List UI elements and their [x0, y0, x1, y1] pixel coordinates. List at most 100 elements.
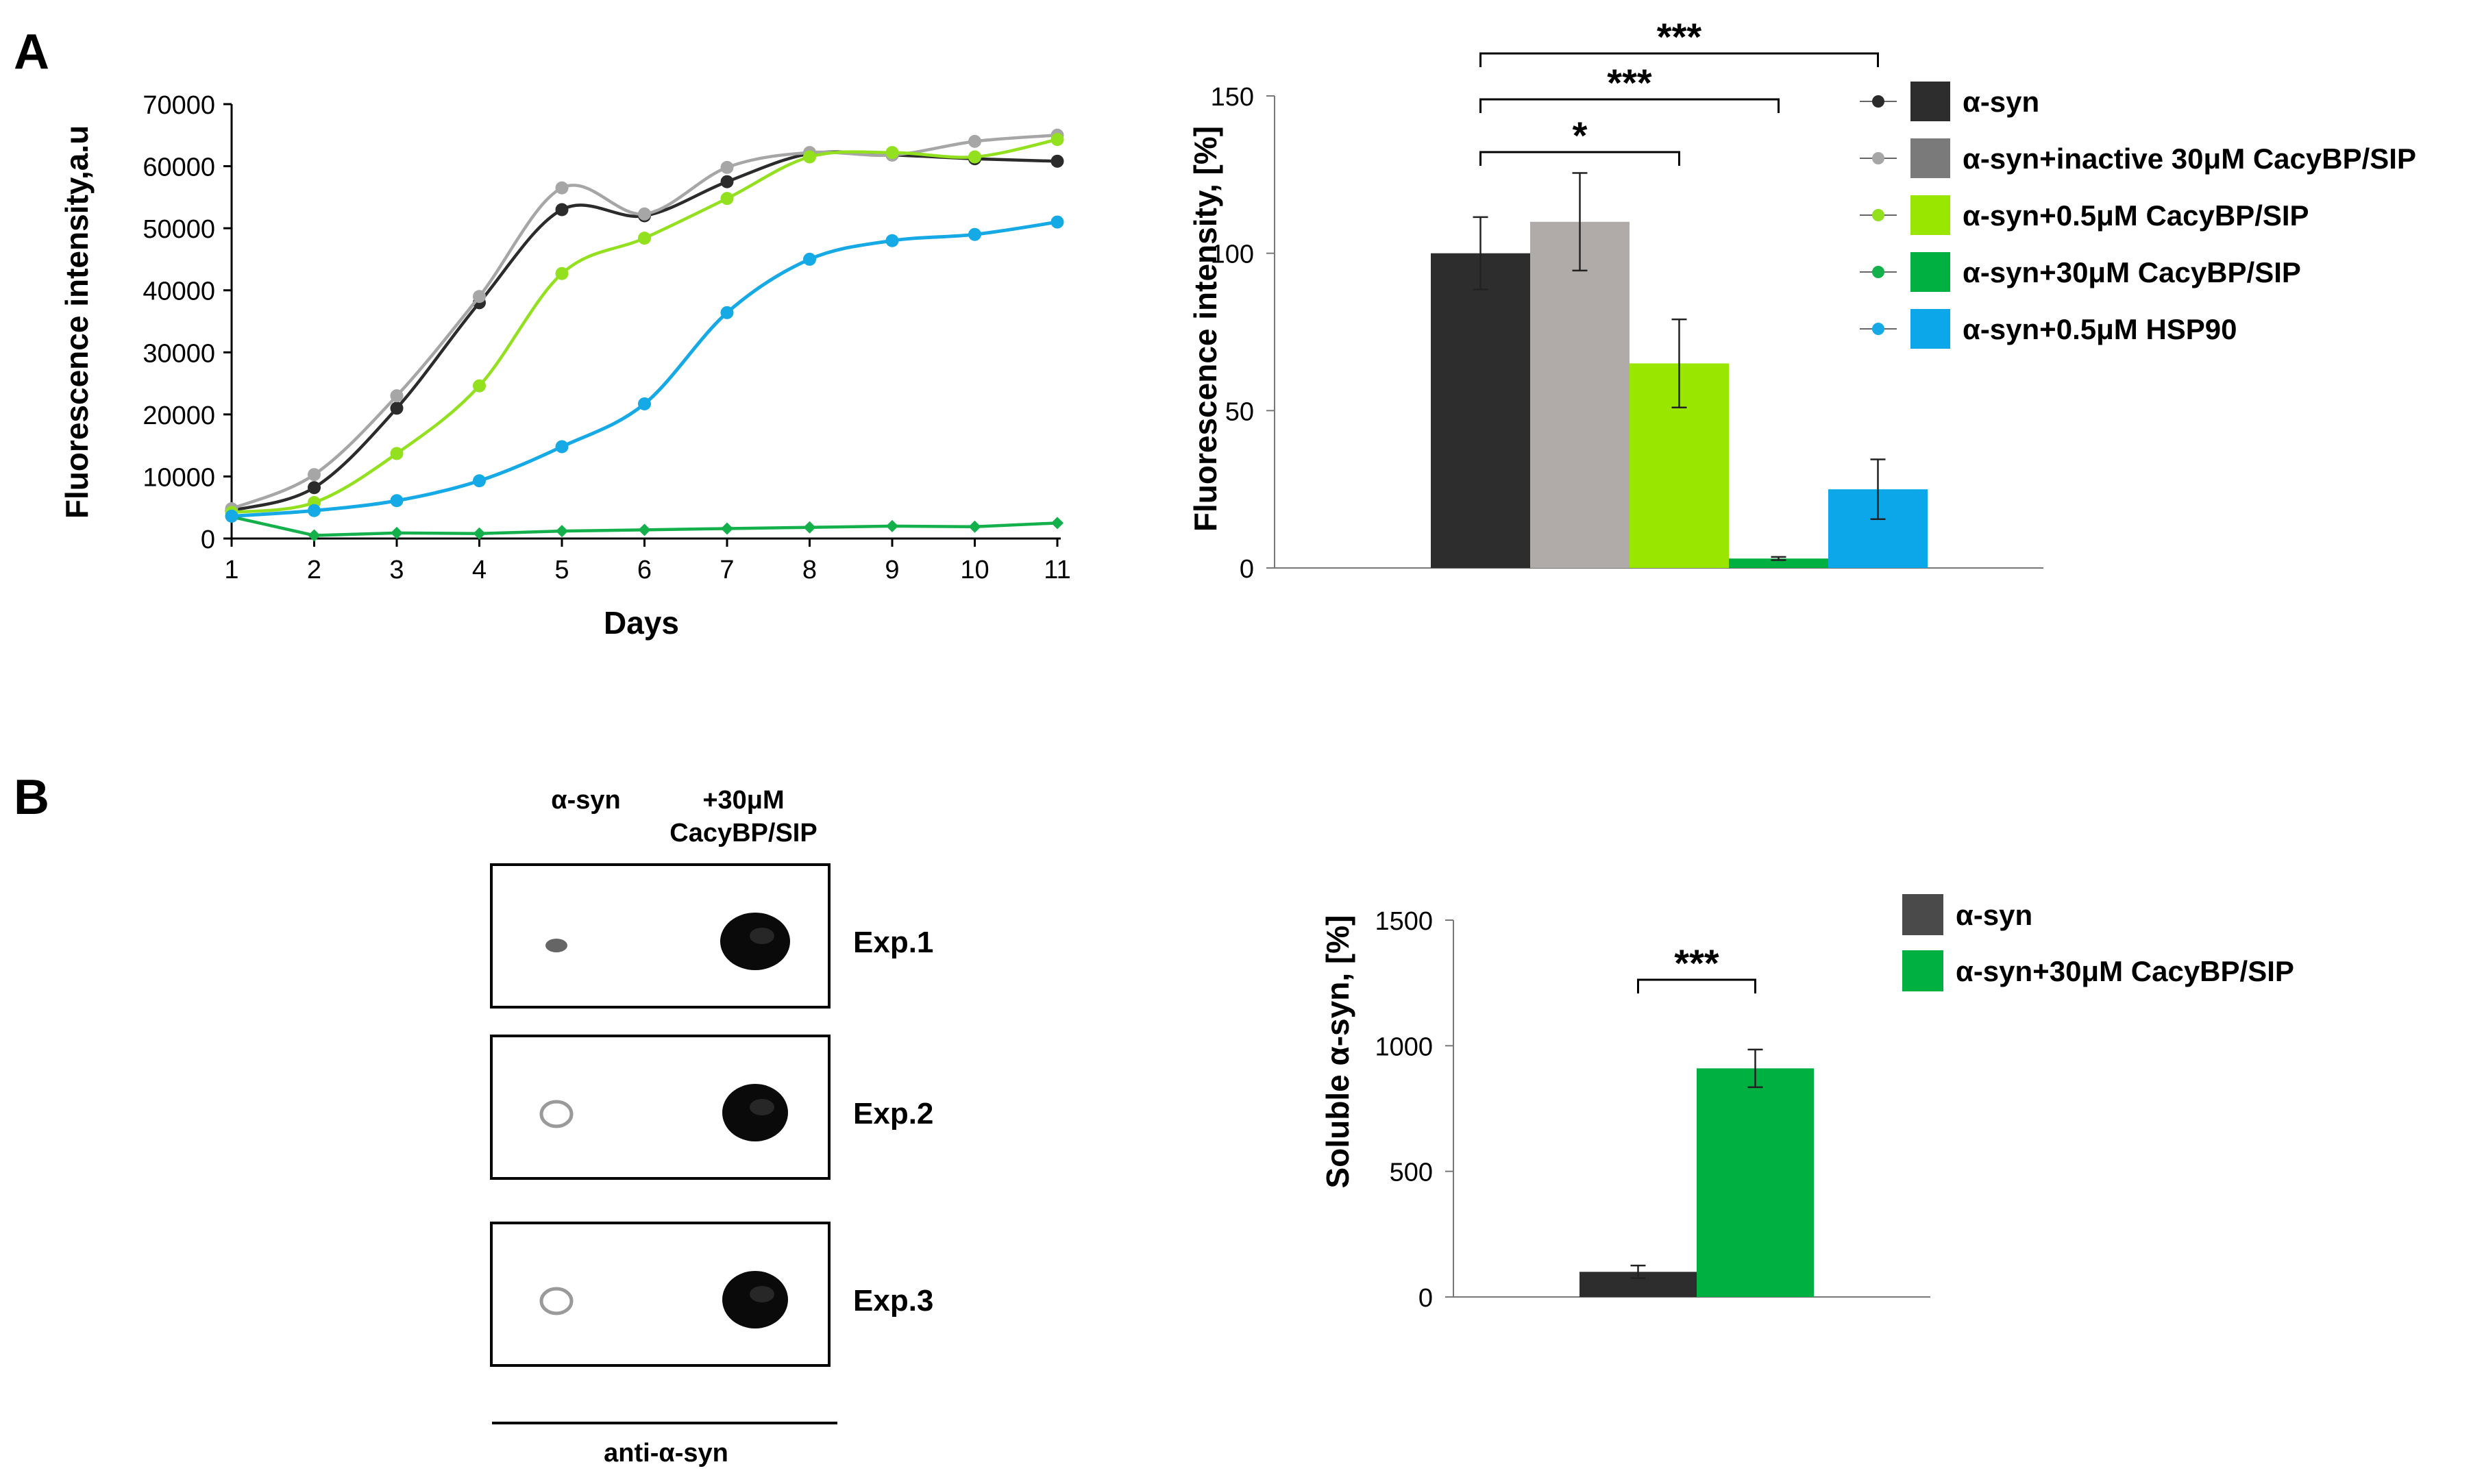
line-point-hsp90 — [390, 494, 404, 508]
line-point-low — [555, 267, 569, 280]
line-point-asyn — [390, 401, 404, 415]
line-point-hsp90 — [638, 397, 651, 410]
legend-top-swatch — [1910, 252, 1950, 292]
line-chart-xtick-label: 9 — [885, 556, 899, 584]
legend-top-swatch — [1910, 195, 1950, 235]
line-chart-xtick-label: 11 — [1044, 556, 1070, 584]
line-point-low — [720, 192, 734, 206]
line-point-inactive — [638, 207, 651, 221]
line-chart-xtick-label: 2 — [307, 556, 321, 584]
blot-dot-highlight — [750, 1286, 774, 1302]
blot-dot-faint — [539, 1100, 574, 1128]
bar-top-sig-label: *** — [1607, 61, 1652, 104]
line-chart-xtick-label: 8 — [802, 556, 817, 584]
line-point-high — [1051, 517, 1064, 530]
legend-top-marker — [1872, 266, 1884, 278]
bar-bottom-sig-bracket — [1637, 978, 1756, 993]
line-point-inactive — [308, 468, 321, 482]
line-point-low — [1050, 133, 1064, 147]
bar-top-bar-0 — [1431, 253, 1530, 568]
legend-top-marker — [1872, 209, 1884, 221]
bar-bottom-ytick-label: 0 — [1418, 1284, 1433, 1313]
legend-bottom: α-syn α-syn+30μM CacyBP/SIP — [1902, 894, 2294, 991]
line-chart-xtick-label: 4 — [472, 556, 487, 584]
bar-bottom-ytick-label: 1000 — [1375, 1032, 1433, 1061]
line-point-low — [473, 379, 486, 393]
line-point-hsp90 — [803, 252, 816, 266]
line-chart-xtick-label: 7 — [720, 556, 734, 584]
blot-row-label: Exp.2 — [853, 1097, 933, 1130]
blot-dot-faint — [545, 939, 567, 952]
line-chart-xtick-label: 1 — [224, 556, 238, 584]
legend-top-swatch — [1910, 82, 1950, 121]
line-point-hsp90 — [1050, 215, 1064, 229]
line-point-hsp90 — [225, 509, 238, 523]
bar-bottom-ylabel: Soluble α-syn, [%] — [1320, 915, 1355, 1189]
line-point-inactive — [968, 134, 981, 148]
line-point-high — [308, 529, 321, 542]
line-chart-ytick-label: 40000 — [143, 277, 215, 306]
line-chart-xtick-label: 5 — [554, 556, 569, 584]
line-point-low — [968, 150, 981, 164]
bar-top-sig-bracket — [1479, 98, 1780, 113]
legend-bottom-swatch — [1902, 950, 1943, 991]
legend-bottom-swatch — [1902, 894, 1943, 935]
line-point-inactive — [555, 181, 569, 195]
blot-col2-label-line1: +30μM — [702, 786, 784, 815]
line-point-inactive — [720, 160, 734, 174]
bar-bottom-ytick-label: 500 — [1390, 1159, 1433, 1187]
line-series-low — [231, 138, 1058, 515]
line-point-high — [391, 526, 403, 539]
legend-top-marker — [1872, 323, 1884, 335]
blot-dot-highlight — [750, 1099, 774, 1115]
blot-dot-faint — [539, 1287, 574, 1315]
bar-top-bar-1 — [1530, 221, 1630, 568]
line-point-hsp90 — [968, 227, 981, 241]
line-chart-xtick-label: 10 — [960, 556, 989, 584]
panel-label-b: B — [14, 770, 49, 825]
bar-top-ytick-label: 150 — [1211, 83, 1254, 112]
line-chart-xlabel: Days — [604, 605, 679, 641]
line-point-high — [886, 519, 898, 532]
line-point-inactive — [473, 290, 486, 304]
line-point-low — [638, 232, 651, 245]
blot-membrane — [490, 1222, 831, 1367]
bar-chart-bottom: 0 500 1000 1500 *** Soluble α-syn, [%] — [1320, 907, 1930, 1313]
line-point-high — [803, 521, 816, 534]
line-series-asyn — [231, 150, 1058, 512]
line-chart-ytick-label: 0 — [201, 525, 215, 554]
blot-dot-highlight — [750, 928, 774, 944]
line-point-asyn — [1050, 154, 1064, 168]
line-point-high — [638, 523, 651, 536]
panel-label-a: A — [14, 25, 49, 79]
legend-bottom-label: α-syn+30μM CacyBP/SIP — [1956, 955, 2294, 987]
bar-top-ytick-label: 50 — [1225, 397, 1254, 426]
legend-top: α-syn α-syn+inactive 30μM CacyBP/SIP α-syn… — [1860, 82, 2416, 349]
bar-top-bar-3 — [1729, 558, 1828, 568]
blot-col2-label-line2: CacyBP/SIP — [669, 819, 817, 848]
line-chart-ytick-label: 20000 — [143, 401, 215, 430]
line-point-high — [473, 527, 486, 540]
dot-blot: α-syn +30μM CacyBP/SIP Exp.1 Exp.2 Exp.3 a… — [490, 786, 933, 1468]
blot-footer-label: anti-α-syn — [604, 1439, 728, 1468]
bar-top-sig-bracket — [1479, 151, 1680, 166]
legend-top-label: α-syn+inactive 30μM CacyBP/SIP — [1963, 143, 2416, 175]
legend-top-marker — [1872, 95, 1884, 108]
legend-top-label: α-syn+0.5μM CacyBP/SIP — [1963, 199, 2309, 232]
line-chart-ytick-label: 50000 — [143, 215, 215, 244]
blot-row-label: Exp.1 — [853, 926, 933, 959]
legend-top-label: α-syn+0.5μM HSP90 — [1963, 313, 2237, 345]
legend-top-marker — [1872, 152, 1884, 164]
line-point-low — [885, 146, 899, 160]
line-chart: 0 10000 20000 30000 40000 50000 60000 70000 1 2 3 4… — [59, 91, 1071, 641]
line-point-hsp90 — [885, 234, 899, 247]
line-chart-ytick-label: 70000 — [143, 91, 215, 120]
bar-top-sig-label: *** — [1657, 15, 1702, 58]
line-series-hsp90 — [231, 220, 1058, 518]
legend-bottom-label: α-syn — [1956, 899, 2032, 931]
bar-bottom-sig-label: *** — [1674, 941, 1719, 985]
bar-top-sig-bracket — [1479, 52, 1879, 67]
legend-top-swatch — [1910, 309, 1950, 349]
bar-top-ytick-label: 0 — [1240, 555, 1254, 584]
line-chart-xtick-label: 6 — [637, 556, 652, 584]
